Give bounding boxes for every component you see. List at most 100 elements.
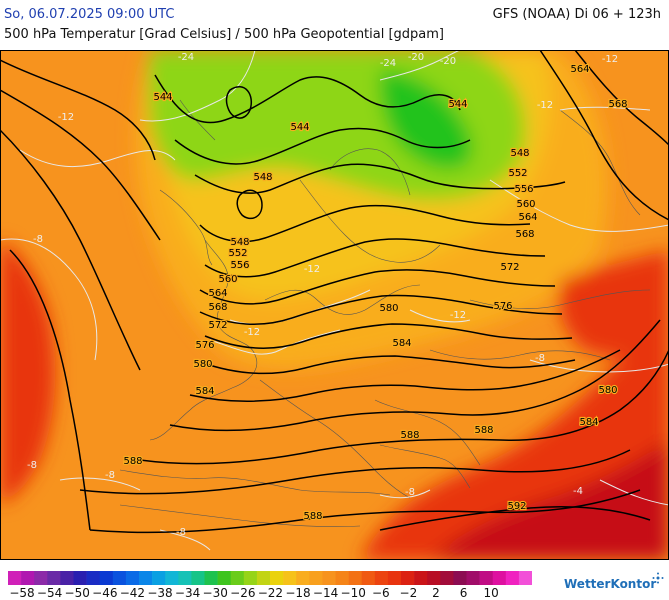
legend-swatch (21, 571, 35, 585)
brand-star-icon (652, 572, 664, 584)
legend-swatch (387, 571, 402, 585)
legend-swatch (165, 571, 179, 585)
legend-swatch (178, 571, 192, 585)
isohypse-label: 588 (303, 511, 322, 522)
legend-swatch (86, 571, 100, 585)
coastlines (119, 99, 651, 527)
isohypse-label: 544 (290, 122, 309, 133)
isotherm-label: -24 (380, 58, 396, 69)
legend-swatch (139, 571, 153, 585)
brand-logo-text: WetterKontor (564, 577, 657, 591)
isohypse-label: 592 (507, 501, 526, 512)
isohypse-label: 576 (493, 301, 512, 312)
legend-swatch (466, 571, 480, 585)
isohypse-label: 568 (608, 99, 627, 110)
legend-swatch (47, 571, 61, 585)
legend-label: 6 (459, 586, 468, 600)
legend-label: −30 (202, 586, 228, 600)
isotherm-label: -8 (405, 487, 415, 498)
legend-swatch (112, 571, 127, 585)
isohypse-label: 552 (228, 248, 247, 259)
isohypse-label: 580 (598, 385, 617, 396)
isohypse-label: 548 (253, 172, 272, 183)
isohypse-label: 588 (123, 456, 142, 467)
legend-label: −50 (64, 586, 90, 600)
legend-swatch (283, 571, 297, 585)
legend-swatch (479, 571, 493, 585)
isohypse-label: 548 (230, 237, 249, 248)
legend-label: −54 (36, 586, 63, 600)
isohypse-label: 588 (474, 425, 493, 436)
isotherm-label: -8 (105, 470, 115, 481)
isohypse-label: 548 (510, 148, 529, 159)
legend-label: −22 (257, 586, 284, 600)
isohypse-label: 556 (230, 260, 249, 271)
legend-swatch (348, 571, 362, 585)
legend-swatch (191, 571, 205, 585)
isotherm-label: -12 (58, 112, 74, 123)
isohypse-label: 576 (195, 340, 214, 351)
legend-label: −14 (312, 586, 339, 600)
isotherm-label: -20 (408, 52, 424, 63)
legend-swatch (34, 571, 48, 585)
legend-swatch (243, 571, 258, 585)
isotherm-labels: -24 -24 -20 -20 -12 -12 -12 -12 -12 -12 -8 -8 -8 -8 -8… (27, 52, 618, 538)
isohypse-label: 580 (193, 359, 212, 370)
legend-swatch (296, 571, 310, 585)
isotherm-label: -12 (244, 327, 260, 338)
legend-label: 10 (483, 586, 499, 600)
legend-label: −2 (399, 586, 418, 600)
color-legend (8, 571, 532, 585)
legend-swatch (335, 571, 349, 585)
legend-label: −38 (147, 586, 173, 600)
model-run-info: GFS (NOAA) Di 06 + 123h (492, 7, 661, 22)
legend-swatch (518, 571, 532, 585)
isohypse-label: 568 (208, 302, 227, 313)
legend-label: 2 (432, 586, 440, 600)
isohypse-label: 584 (392, 338, 411, 349)
legend-label: −42 (119, 586, 146, 600)
isohypse-label: 584 (195, 386, 214, 397)
legend-label: −6 (371, 586, 390, 600)
isohypse-label: 564 (208, 288, 227, 299)
chart-subtitle: 500 hPa Temperatur [Grad Celsius] / 500 … (4, 27, 445, 42)
isohypse-label: 572 (500, 262, 519, 273)
isotherm-label: -8 (176, 527, 186, 538)
legend-label: −26 (230, 586, 256, 600)
weather-map: 5445445445485485485525525565565605605645… (0, 50, 669, 560)
legend-swatch (492, 571, 507, 585)
isohypse-label: 556 (514, 184, 533, 195)
legend-swatch (440, 571, 454, 585)
isotherm-label: -12 (450, 310, 466, 321)
legend-swatch (60, 571, 74, 585)
legend-swatch (427, 571, 441, 585)
legend-labels: −58 −54 −50 −46 −42 −38 −34 −30 −26 −22 −18 −14 −10−… (0, 586, 560, 600)
legend-label: −58 (9, 586, 35, 600)
isohypse-label: 544 (153, 92, 172, 103)
legend-swatch (401, 571, 415, 585)
isotherm-label: -12 (537, 100, 553, 111)
legend-swatch (204, 571, 218, 585)
isohypse-label: 584 (579, 417, 598, 428)
legend-swatch (152, 571, 166, 585)
isotherm-label: -4 (573, 486, 583, 497)
isohypse-label: 544 (448, 99, 467, 110)
legend-swatch (309, 571, 323, 585)
legend-swatch (99, 571, 114, 585)
isohypse-label: 580 (379, 303, 398, 314)
legend-swatch (453, 571, 467, 585)
isotherm-label: -20 (440, 56, 456, 67)
legend-label: −18 (285, 586, 311, 600)
legend-swatch (230, 571, 245, 585)
isohypse-label: 572 (208, 320, 227, 331)
legend-label: −10 (340, 586, 366, 600)
legend-swatch (414, 571, 428, 585)
legend-swatch (361, 571, 376, 585)
legend-swatch (505, 571, 520, 585)
isohypse-label: 564 (570, 64, 589, 75)
legend-swatch (270, 571, 284, 585)
isotherm-label: -24 (178, 52, 194, 63)
isohypse-label: 560 (516, 199, 535, 210)
isotherm-label: -8 (33, 234, 43, 245)
isotherm-label: -8 (27, 460, 37, 471)
